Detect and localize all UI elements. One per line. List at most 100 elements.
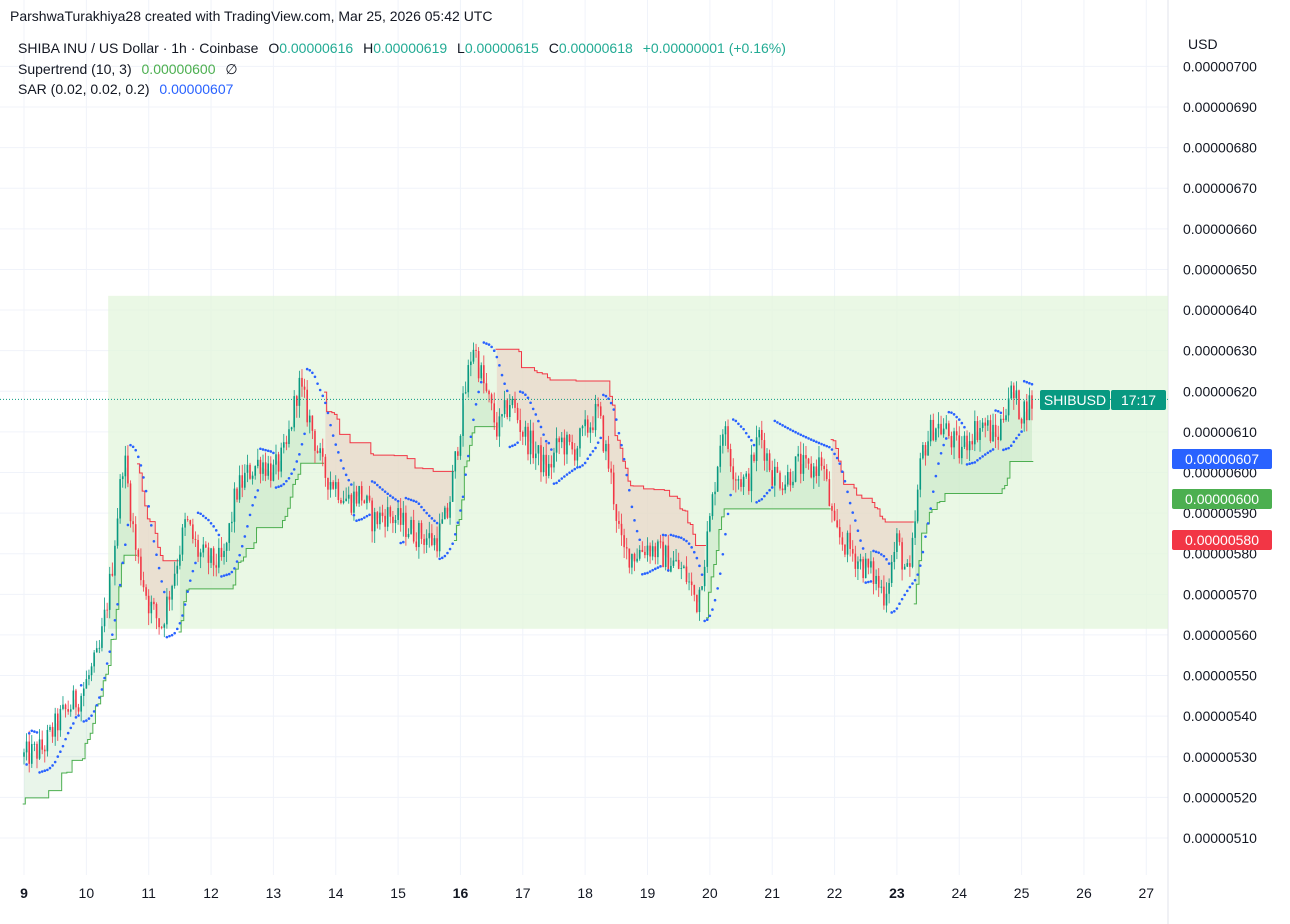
sar-dot xyxy=(773,419,777,423)
candle-body xyxy=(1015,390,1018,399)
sar-dot xyxy=(212,525,215,528)
candle-body xyxy=(706,531,709,567)
price-tick-label: 0.00000560 xyxy=(1183,627,1257,643)
candle-body xyxy=(438,523,441,552)
sar-dot xyxy=(864,581,868,584)
sar-dot xyxy=(194,561,197,565)
low-value: 0.00000615 xyxy=(464,40,539,56)
sar-dot xyxy=(287,476,291,480)
symbol-title[interactable]: SHIBA INU / US Dollar · 1h · Coinbase xyxy=(18,40,259,56)
sar-dot xyxy=(939,451,943,455)
candle-body xyxy=(740,479,742,487)
sar-dot xyxy=(698,564,701,568)
candle-body xyxy=(171,585,173,600)
hidden-values-icon[interactable]: ∅ xyxy=(225,61,238,77)
candle-body xyxy=(470,361,472,366)
sar-dot xyxy=(100,688,104,691)
candle-body xyxy=(722,434,724,446)
candle-body xyxy=(623,535,625,548)
time-axis[interactable]: 9 10 11 12 13 14 15 16 17 18 19 20 21 22 23 24 25 26 27 xyxy=(20,885,1154,901)
sar-dot xyxy=(365,514,369,518)
candle-body xyxy=(514,398,516,408)
candle-body xyxy=(350,494,353,513)
sar-dot xyxy=(251,503,254,507)
sar-dot xyxy=(43,769,47,773)
supertrend-legend[interactable]: Supertrend (10, 3) 0.00000600 ∅ xyxy=(18,61,238,78)
candle-body xyxy=(153,601,155,605)
sar-dot xyxy=(713,598,717,602)
candle-body xyxy=(594,403,597,431)
sar-dot xyxy=(477,390,480,394)
sar-dot xyxy=(248,513,252,517)
candle-body xyxy=(295,396,298,406)
sar-dot xyxy=(305,367,309,371)
sar-dot xyxy=(261,448,265,451)
candle-body xyxy=(831,505,833,511)
price-tick-label: 0.00000630 xyxy=(1183,343,1257,359)
sar-dot xyxy=(355,519,358,522)
sar-dot xyxy=(952,413,956,416)
sar-dot xyxy=(139,464,143,467)
candle-body xyxy=(342,500,345,504)
sar-dot xyxy=(173,631,176,635)
sar-dot xyxy=(973,461,977,464)
candle-body xyxy=(529,430,532,455)
sar-dot xyxy=(155,553,158,556)
candle-body xyxy=(841,537,844,545)
sar-dot xyxy=(700,573,704,576)
candle-body xyxy=(675,559,677,561)
candle-body xyxy=(870,561,872,568)
candle-body xyxy=(197,539,199,557)
candle-body xyxy=(444,507,446,520)
candle-body xyxy=(106,609,108,611)
candle-body xyxy=(412,519,415,542)
sar-dot xyxy=(456,521,460,524)
candle-body xyxy=(420,522,423,539)
supertrend-segment xyxy=(705,508,831,619)
sar-dot xyxy=(464,473,467,476)
candle-body xyxy=(784,484,786,491)
range-box xyxy=(108,295,1169,629)
sar-dot xyxy=(963,425,966,429)
sar-dot xyxy=(695,556,699,560)
sar-dot xyxy=(900,597,904,601)
candle-body xyxy=(397,508,399,520)
sar-dot xyxy=(199,512,202,516)
candle-body xyxy=(974,421,976,445)
sar-dot xyxy=(734,419,738,423)
candle-body xyxy=(251,475,254,479)
sar-dot xyxy=(209,521,213,525)
sar-dot xyxy=(721,552,725,556)
sar-dot xyxy=(440,556,444,560)
supertrend-label: Supertrend (10, 3) xyxy=(18,61,132,77)
candle-body xyxy=(636,558,638,562)
sar-legend[interactable]: SAR (0.02, 0.02, 0.2) 0.00000607 xyxy=(18,81,233,97)
sar-dot xyxy=(443,554,447,558)
candle-body xyxy=(563,437,566,455)
candle-body xyxy=(114,545,116,576)
sar-dot xyxy=(742,427,745,431)
sar-dot xyxy=(72,722,75,725)
candle-body xyxy=(368,495,371,501)
candle-body xyxy=(272,464,275,481)
sar-dot xyxy=(399,541,402,545)
candle-body xyxy=(358,486,360,504)
sar-dot xyxy=(1004,447,1008,451)
sar-dot xyxy=(737,422,740,426)
sar-dot xyxy=(622,457,626,461)
sar-dot xyxy=(272,451,275,455)
currency-label[interactable]: USD xyxy=(1188,36,1218,52)
sar-dot xyxy=(105,662,109,665)
candle-body xyxy=(155,604,158,619)
candle-body xyxy=(1002,418,1005,420)
date-tick-label: 18 xyxy=(577,885,593,901)
sar-dot xyxy=(898,602,901,605)
sar-dot xyxy=(789,428,792,431)
candle-body xyxy=(779,472,781,489)
sar-dot xyxy=(999,411,1003,415)
candle-body xyxy=(683,566,685,568)
candle-body xyxy=(906,563,909,567)
sar-dot xyxy=(391,496,395,499)
sar-dot xyxy=(498,364,501,367)
